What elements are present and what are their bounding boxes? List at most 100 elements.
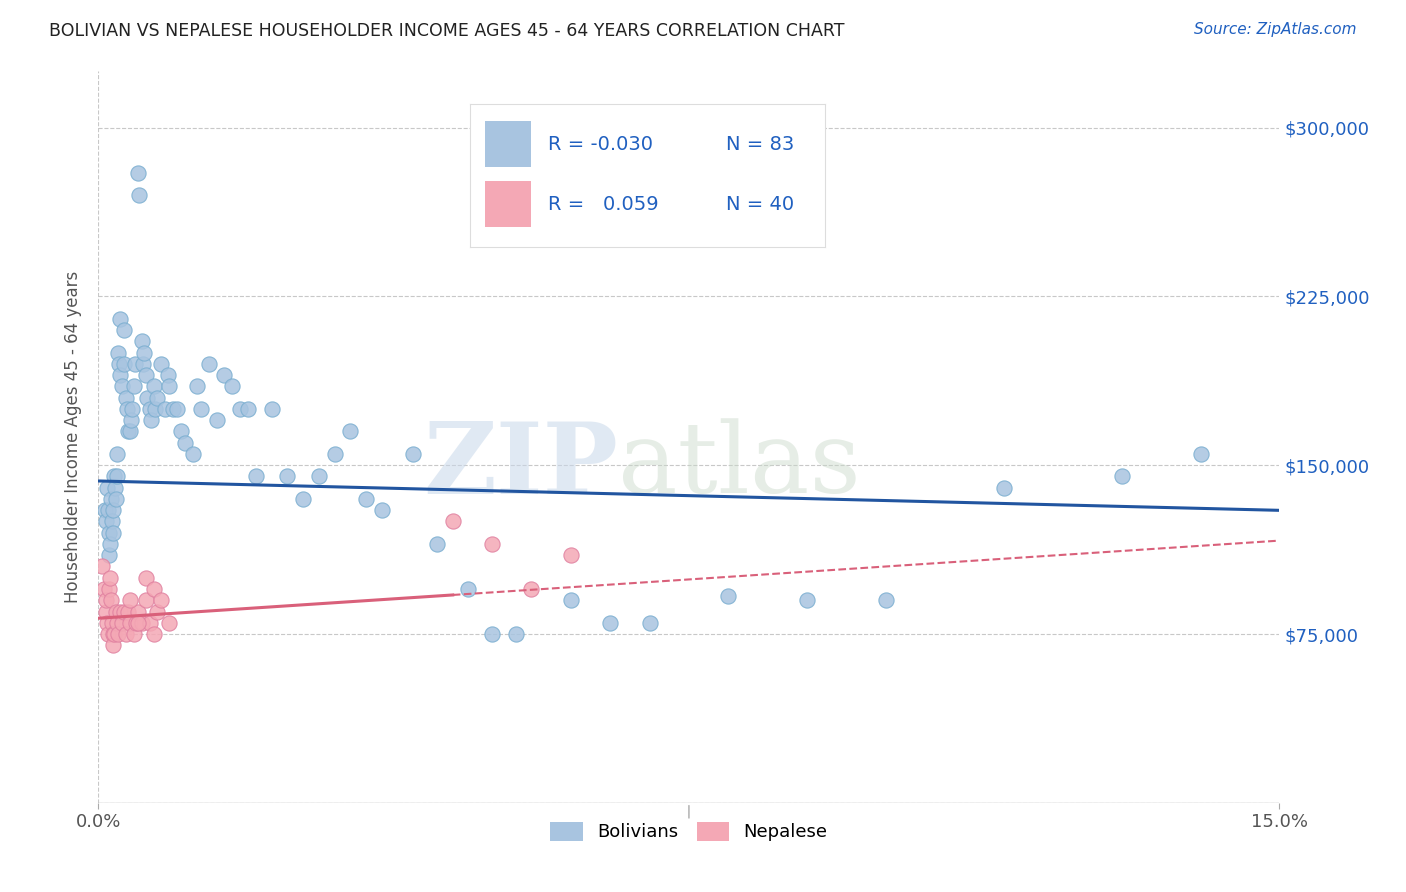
Point — [104, 481, 127, 495]
Point — [481, 627, 503, 641]
Point — [121, 401, 143, 416]
Point — [402, 447, 425, 461]
Point — [118, 425, 141, 439]
Point — [170, 425, 193, 439]
Point — [115, 391, 138, 405]
Point — [426, 537, 449, 551]
Point — [354, 491, 377, 506]
Point — [101, 615, 124, 630]
Point — [107, 627, 129, 641]
Point — [96, 593, 118, 607]
Point — [520, 582, 543, 596]
Point — [127, 605, 149, 619]
Point — [93, 503, 115, 517]
Point — [115, 627, 138, 641]
Point — [292, 491, 315, 506]
Point — [157, 379, 180, 393]
Point — [638, 615, 661, 630]
Point — [115, 401, 138, 416]
Point — [323, 447, 346, 461]
Point — [481, 537, 503, 551]
Point — [1189, 447, 1212, 461]
Point — [103, 525, 125, 540]
Point — [122, 379, 145, 393]
Point — [104, 491, 127, 506]
Point — [105, 469, 128, 483]
Point — [155, 401, 177, 416]
Point — [162, 401, 184, 416]
Point — [103, 469, 125, 483]
Point — [110, 312, 132, 326]
Point — [132, 345, 155, 359]
Point — [166, 401, 188, 416]
Point — [112, 323, 135, 337]
Point — [174, 435, 197, 450]
Point — [122, 627, 145, 641]
Point — [112, 605, 135, 619]
Point — [131, 334, 153, 349]
Point — [105, 447, 128, 461]
Point — [143, 401, 166, 416]
Text: atlas: atlas — [619, 418, 860, 514]
Point — [96, 615, 118, 630]
Point — [127, 615, 149, 630]
Point — [205, 413, 228, 427]
Point — [156, 368, 179, 383]
Point — [308, 469, 330, 483]
Point — [221, 379, 243, 393]
Point — [98, 571, 121, 585]
Point — [97, 627, 120, 641]
Point — [101, 503, 124, 517]
Point — [260, 401, 283, 416]
Point — [96, 515, 118, 529]
Y-axis label: Householder Income Ages 45 - 64 years: Householder Income Ages 45 - 64 years — [65, 271, 83, 603]
Point — [875, 593, 897, 607]
Text: BOLIVIAN VS NEPALESE HOUSEHOLDER INCOME AGES 45 - 64 YEARS CORRELATION CHART: BOLIVIAN VS NEPALESE HOUSEHOLDER INCOME … — [49, 22, 845, 40]
Point — [121, 413, 143, 427]
Point — [111, 379, 134, 393]
Point — [104, 605, 127, 619]
Point — [107, 345, 129, 359]
Point — [339, 425, 361, 439]
Point — [97, 503, 120, 517]
Point — [245, 469, 267, 483]
Point — [105, 615, 128, 630]
Point — [457, 582, 479, 596]
Point — [94, 605, 117, 619]
Text: Source: ZipAtlas.com: Source: ZipAtlas.com — [1194, 22, 1357, 37]
Point — [118, 615, 141, 630]
Point — [136, 391, 159, 405]
Point — [98, 582, 121, 596]
Point — [157, 615, 180, 630]
Point — [93, 582, 115, 596]
Point — [1111, 469, 1133, 483]
Point — [100, 593, 122, 607]
Point — [103, 627, 125, 641]
Legend: Bolivians, Nepalese: Bolivians, Nepalese — [543, 814, 835, 848]
Point — [138, 615, 160, 630]
Point — [190, 401, 212, 416]
Point — [505, 627, 527, 641]
Text: ZIP: ZIP — [423, 417, 619, 515]
Point — [150, 357, 173, 371]
Point — [117, 605, 139, 619]
Point — [197, 357, 219, 371]
Point — [118, 593, 141, 607]
Point — [181, 447, 204, 461]
Point — [138, 401, 160, 416]
Point — [135, 571, 157, 585]
Point — [236, 401, 259, 416]
Point — [560, 593, 582, 607]
Point — [599, 615, 621, 630]
Point — [101, 515, 124, 529]
Point — [108, 368, 131, 383]
Point — [214, 368, 236, 383]
Point — [796, 593, 818, 607]
Point — [150, 593, 173, 607]
Point — [101, 627, 124, 641]
Point — [993, 481, 1015, 495]
Point — [127, 166, 149, 180]
Point — [98, 548, 121, 562]
Point — [108, 357, 131, 371]
Point — [91, 559, 114, 574]
